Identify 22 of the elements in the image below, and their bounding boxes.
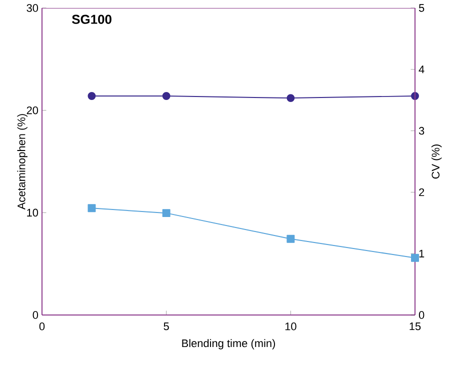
point bbox=[162, 209, 170, 218]
y2-tick-label: 5 bbox=[418, 4, 424, 12]
y-tick-label: 10 bbox=[27, 208, 38, 217]
x-tick-label: 15 bbox=[410, 322, 421, 330]
point bbox=[411, 254, 419, 262]
x-tick-label: 5 bbox=[164, 322, 169, 330]
y-axis-title: Acetaminophen (%) bbox=[17, 114, 28, 210]
chart-title: SG100 bbox=[72, 14, 112, 24]
x-tick-label: 0 bbox=[39, 322, 45, 330]
y-tick-label: 30 bbox=[26, 4, 38, 12]
y2-tick-label: 1 bbox=[419, 250, 424, 258]
point bbox=[286, 234, 295, 243]
y2-tick-label: 3 bbox=[418, 126, 424, 135]
y2-axis-title: CV (%) bbox=[431, 144, 442, 179]
y-tick-label: 20 bbox=[26, 106, 38, 114]
y-tick-label: 0 bbox=[32, 311, 38, 319]
y2-tick-label: 2 bbox=[419, 188, 424, 196]
y2-tick-label: 0 bbox=[418, 311, 424, 319]
point bbox=[88, 204, 96, 212]
x-axis-title: Blending time (min) bbox=[182, 339, 275, 350]
y2-tick-label: 4 bbox=[418, 66, 424, 74]
x-tick-label: 10 bbox=[285, 322, 296, 330]
